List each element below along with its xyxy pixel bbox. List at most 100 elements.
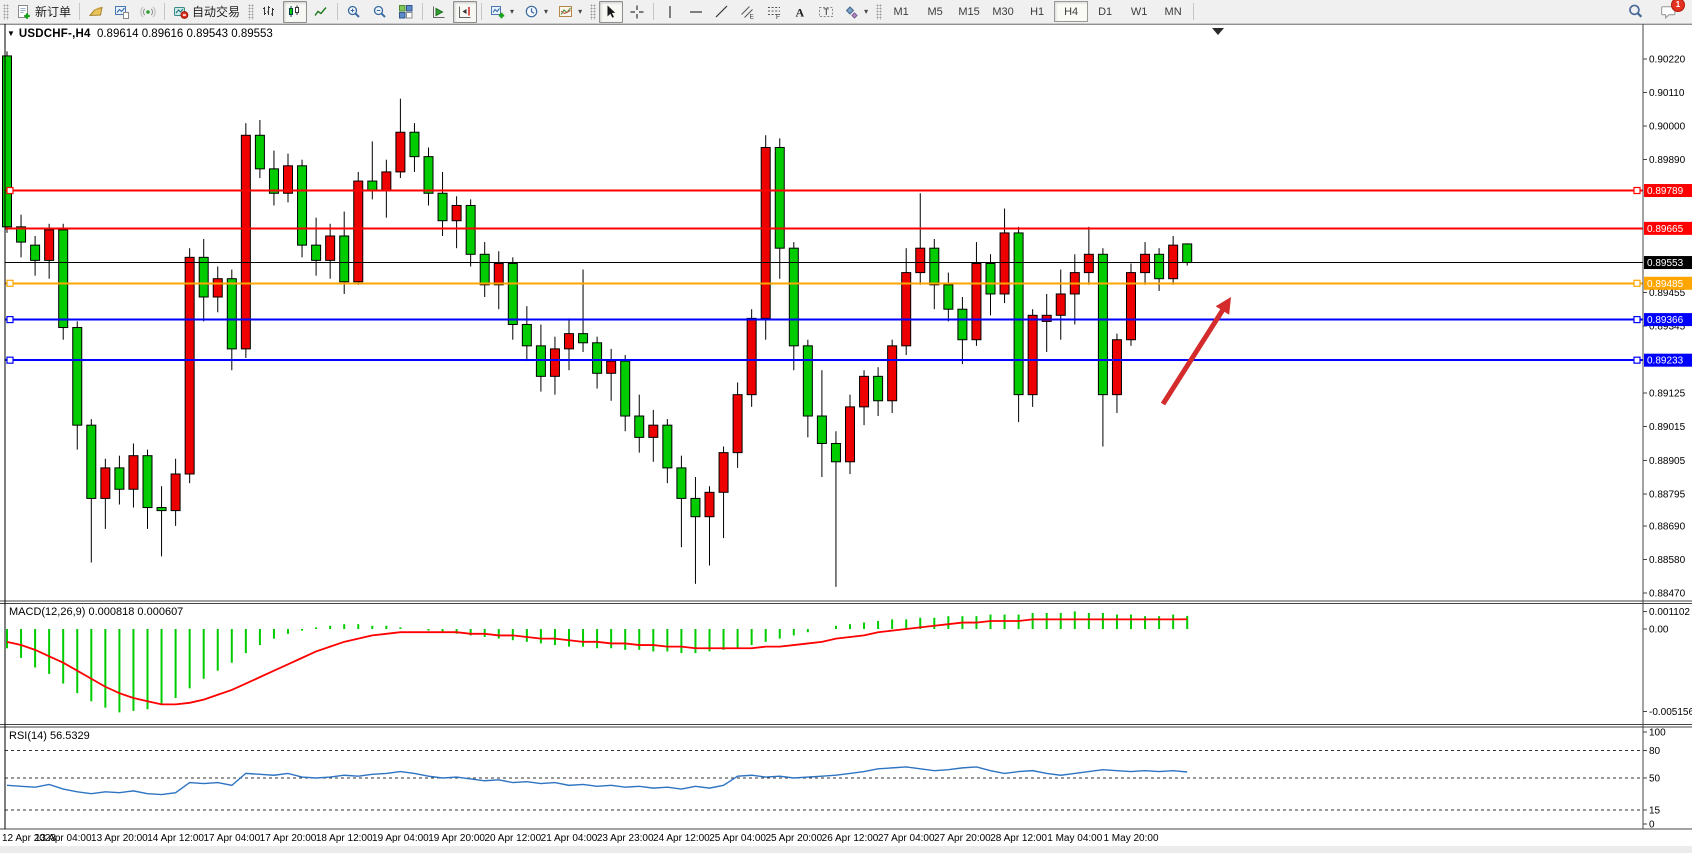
horizontal-line-button[interactable] bbox=[684, 1, 708, 23]
candle-body[interactable] bbox=[999, 232, 1010, 295]
candle-body[interactable] bbox=[339, 235, 350, 283]
candle-body[interactable] bbox=[479, 253, 490, 286]
candle-body[interactable] bbox=[16, 226, 27, 243]
candle-body[interactable] bbox=[690, 497, 701, 518]
chart-shift-button[interactable] bbox=[453, 0, 478, 23]
trendline-button[interactable] bbox=[710, 1, 734, 23]
candle-body[interactable] bbox=[184, 256, 195, 475]
candle-body[interactable] bbox=[240, 134, 251, 350]
candle-body[interactable] bbox=[929, 247, 940, 286]
bar-chart-button[interactable] bbox=[257, 1, 281, 23]
chart-window[interactable]: 0.90220 0.90110 0.90000 0.89890 0.89455 0.893… bbox=[0, 24, 1692, 853]
candle-body[interactable] bbox=[156, 507, 167, 512]
candle-body[interactable] bbox=[1027, 314, 1038, 396]
equidistant-channel-button[interactable]: E bbox=[736, 1, 760, 23]
line-chart-button[interactable] bbox=[309, 1, 333, 23]
auto-trading-button[interactable]: 自动交易 bbox=[169, 1, 244, 23]
templates-button[interactable]: ▾ bbox=[554, 1, 586, 23]
candle-body[interactable] bbox=[943, 284, 954, 310]
tf-m30-button[interactable]: M30 bbox=[986, 1, 1020, 22]
candle-body[interactable] bbox=[451, 204, 462, 222]
tf-m5-button[interactable]: M5 bbox=[918, 1, 952, 22]
candle-body[interactable] bbox=[381, 171, 392, 191]
candle-body[interactable] bbox=[634, 415, 645, 438]
candle-body[interactable] bbox=[254, 134, 265, 170]
candle-body[interactable] bbox=[971, 262, 982, 341]
candle-body[interactable] bbox=[592, 342, 603, 374]
tf-h1-button[interactable]: H1 bbox=[1020, 1, 1054, 22]
candle-body[interactable] bbox=[774, 146, 785, 249]
candle-body[interactable] bbox=[507, 262, 518, 325]
candle-body[interactable] bbox=[1182, 243, 1193, 264]
candle-body[interactable] bbox=[676, 467, 687, 499]
line-handle[interactable] bbox=[1633, 279, 1641, 287]
candlestick-chart-button[interactable] bbox=[283, 0, 308, 23]
candle-body[interactable] bbox=[30, 244, 41, 261]
chart-window-button[interactable] bbox=[110, 1, 134, 23]
new-order-button[interactable]: 新订单 bbox=[12, 1, 75, 23]
chart-shift-marker[interactable] bbox=[1212, 28, 1224, 35]
candle-body[interactable] bbox=[788, 247, 799, 347]
candle-body[interactable] bbox=[620, 360, 631, 417]
candle-body[interactable] bbox=[297, 165, 308, 246]
tf-mn-button[interactable]: MN bbox=[1156, 1, 1190, 22]
notifications-button[interactable]: 1 bbox=[1656, 0, 1685, 23]
candle-body[interactable] bbox=[578, 333, 589, 344]
tf-h4-button[interactable]: H4 bbox=[1054, 1, 1089, 22]
candle-body[interactable] bbox=[2, 55, 12, 228]
candle-body[interactable] bbox=[606, 360, 617, 374]
candle-body[interactable] bbox=[268, 168, 279, 194]
line-handle[interactable] bbox=[6, 279, 14, 287]
candle-body[interactable] bbox=[283, 165, 293, 194]
auto-scroll-button[interactable] bbox=[427, 1, 451, 23]
trend-arrow-annotation[interactable] bbox=[1160, 297, 1231, 406]
candle-body[interactable] bbox=[549, 348, 560, 377]
toolbar-grip[interactable] bbox=[248, 3, 255, 20]
tf-d1-button[interactable]: D1 bbox=[1088, 1, 1122, 22]
candle-body[interactable] bbox=[493, 262, 504, 286]
candle-body[interactable] bbox=[212, 278, 223, 298]
fibonacci-button[interactable]: F bbox=[762, 1, 786, 23]
candle-body[interactable] bbox=[437, 192, 448, 222]
candle-body[interactable] bbox=[86, 424, 97, 499]
candle-body[interactable] bbox=[58, 229, 69, 329]
cursor-button[interactable] bbox=[599, 0, 624, 23]
candle-body[interactable] bbox=[1111, 339, 1122, 396]
line-handle[interactable] bbox=[6, 356, 14, 364]
periods-button[interactable]: ▾ bbox=[520, 1, 552, 23]
candle-body[interactable] bbox=[521, 323, 532, 347]
candle-body[interactable] bbox=[957, 308, 968, 341]
candle-body[interactable] bbox=[1097, 253, 1108, 396]
candle-body[interactable] bbox=[830, 442, 841, 463]
line-handle[interactable] bbox=[1633, 186, 1641, 195]
candle-body[interactable] bbox=[1013, 232, 1024, 396]
candle-body[interactable] bbox=[648, 424, 659, 438]
candle-body[interactable] bbox=[198, 256, 209, 298]
profiles-button[interactable] bbox=[84, 1, 108, 23]
candle-body[interactable] bbox=[732, 394, 743, 454]
candle-body[interactable] bbox=[746, 317, 757, 396]
candle-body[interactable] bbox=[395, 131, 406, 173]
text-label-button[interactable]: T bbox=[814, 1, 838, 23]
new-chart-button[interactable]: ▾ bbox=[486, 1, 518, 23]
line-handle[interactable] bbox=[1633, 315, 1641, 324]
toolbar-grip[interactable] bbox=[876, 3, 883, 20]
candle-body[interactable] bbox=[142, 455, 153, 509]
candle-body[interactable] bbox=[325, 235, 336, 261]
candle-body[interactable] bbox=[170, 473, 181, 512]
candle-body[interactable] bbox=[985, 262, 996, 295]
toolbar-grip[interactable] bbox=[3, 3, 9, 20]
candle-body[interactable] bbox=[816, 415, 827, 444]
candle-body[interactable] bbox=[311, 244, 322, 261]
candle-body[interactable] bbox=[1140, 253, 1151, 274]
candle-body[interactable] bbox=[718, 452, 729, 493]
candle-body[interactable] bbox=[845, 406, 855, 463]
line-handle[interactable] bbox=[1633, 356, 1641, 364]
candle-body[interactable] bbox=[1055, 293, 1066, 316]
candle-body[interactable] bbox=[465, 204, 476, 255]
candle-body[interactable] bbox=[409, 131, 420, 158]
candle-body[interactable] bbox=[1083, 253, 1094, 274]
tile-windows-button[interactable] bbox=[394, 1, 418, 23]
candle-body[interactable] bbox=[72, 327, 83, 426]
candle-body[interactable] bbox=[423, 156, 434, 194]
